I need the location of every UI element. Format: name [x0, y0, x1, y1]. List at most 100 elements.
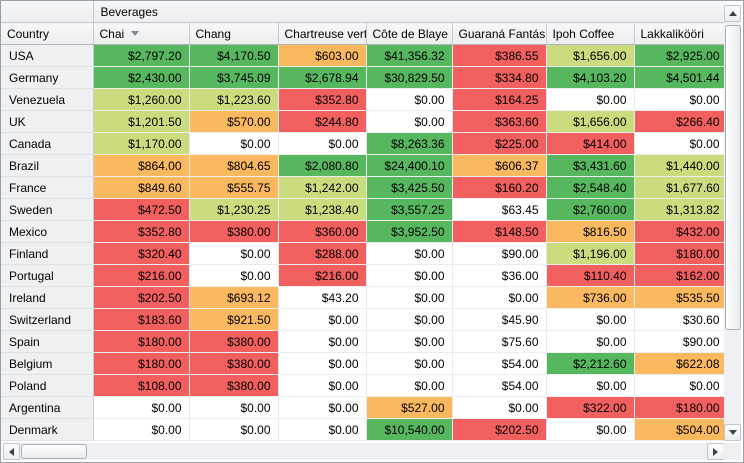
value-cell: $0.00	[366, 264, 453, 287]
sort-descending-icon	[131, 30, 140, 36]
row-header-switzerland: Switzerland	[1, 308, 94, 331]
value-cell: $921.50	[189, 308, 279, 331]
column-header-chai[interactable]: Chai	[93, 22, 190, 45]
column-header-c-te-de-blaye[interactable]: Côte de Blaye	[366, 22, 453, 45]
value-cell: $736.00	[546, 286, 635, 309]
column-group-header[interactable]: Beverages	[93, 1, 727, 23]
column-header-chartreuse-vert[interactable]: Chartreuse vert	[278, 22, 367, 45]
vertical-scrollbar[interactable]	[724, 5, 741, 441]
value-cell: $164.25	[452, 88, 547, 111]
value-cell: $0.00	[546, 330, 635, 353]
value-cell: $2,430.00	[93, 66, 190, 89]
value-cell: $202.50	[452, 418, 547, 441]
table-row-usa: USA $2,797.20 $4,170.50 $603.00 $41,356.32 $3…	[1, 44, 727, 67]
value-cell: $0.00	[546, 374, 635, 397]
value-cell: $570.00	[189, 110, 279, 133]
scroll-up-button[interactable]	[724, 5, 741, 22]
value-cell: $1,196.00	[546, 242, 635, 265]
value-cell: $380.00	[189, 374, 279, 397]
scroll-down-button[interactable]	[724, 424, 741, 441]
scroll-down-icon	[728, 430, 737, 435]
row-header-uk: UK	[1, 110, 94, 133]
value-cell: $0.00	[278, 418, 367, 441]
value-cell: $0.00	[366, 308, 453, 331]
value-cell: $3,425.50	[366, 176, 453, 199]
column-header-ipoh-coffee[interactable]: Ipoh Coffee	[546, 22, 635, 45]
row-header-venezuela: Venezuela	[1, 88, 94, 111]
value-cell: $0.00	[634, 374, 727, 397]
value-cell: $504.00	[634, 418, 727, 441]
value-cell: $0.00	[634, 132, 727, 155]
value-cell: $180.00	[93, 352, 190, 375]
value-cell: $414.00	[546, 132, 635, 155]
table-row-argentina: Argentina $0.00 $0.00 $0.00 $527.00 $0.00 $322…	[1, 396, 727, 419]
value-cell: $45.90	[452, 308, 547, 331]
value-cell: $0.00	[189, 242, 279, 265]
value-cell: $2,678.94	[278, 66, 367, 89]
value-cell: $1,230.25	[189, 198, 279, 221]
value-cell: $2,760.00	[546, 198, 635, 221]
value-cell: $0.00	[278, 330, 367, 353]
value-cell: $622.08	[634, 352, 727, 375]
value-cell: $2,212.60	[546, 352, 635, 375]
value-cell: $63.45	[452, 198, 547, 221]
value-cell: $1,440.00	[634, 154, 727, 177]
value-cell: $54.00	[452, 352, 547, 375]
value-cell: $8,263.36	[366, 132, 453, 155]
value-cell: $352.80	[93, 220, 190, 243]
value-cell: $334.80	[452, 66, 547, 89]
table-row-venezuela: Venezuela $1,260.00 $1,223.60 $352.80 $0.00 $…	[1, 88, 727, 111]
horizontal-scrollbar[interactable]	[3, 443, 724, 460]
value-cell: $0.00	[366, 286, 453, 309]
value-cell: $1,201.50	[93, 110, 190, 133]
value-cell: $0.00	[93, 418, 190, 441]
value-cell: $183.60	[93, 308, 190, 331]
corner-cell	[1, 1, 94, 23]
column-header-guaran-fant-s[interactable]: Guaraná Fantás	[452, 22, 547, 45]
value-cell: $30,829.50	[366, 66, 453, 89]
value-cell: $1,170.00	[93, 132, 190, 155]
row-header-germany: Germany	[1, 66, 94, 89]
table-row-finland: Finland $320.40 $0.00 $288.00 $0.00 $90.00 $1,…	[1, 242, 727, 265]
scroll-left-button[interactable]	[3, 443, 20, 460]
row-header-mexico: Mexico	[1, 220, 94, 243]
value-cell: $0.00	[278, 132, 367, 155]
value-cell: $0.00	[278, 352, 367, 375]
value-cell: $0.00	[452, 286, 547, 309]
scroll-up-icon	[728, 11, 737, 16]
pivot-table: Beverages Country Chai Chang Chartreuse ve…	[1, 1, 727, 441]
value-cell: $36.00	[452, 264, 547, 287]
value-cell: $380.00	[189, 330, 279, 353]
column-header-label: Ipoh Coffee	[552, 26, 615, 41]
value-cell: $603.00	[278, 44, 367, 67]
value-cell: $0.00	[366, 374, 453, 397]
value-cell: $2,925.00	[634, 44, 727, 67]
value-cell: $380.00	[189, 220, 279, 243]
value-cell: $1,656.00	[546, 110, 635, 133]
value-cell: $2,548.40	[546, 176, 635, 199]
value-cell: $849.60	[93, 176, 190, 199]
value-cell: $864.00	[93, 154, 190, 177]
value-cell: $3,952.50	[366, 220, 453, 243]
value-cell: $3,431.60	[546, 154, 635, 177]
value-cell: $90.00	[634, 330, 727, 353]
column-header-lakkalik-ri[interactable]: Lakkalikööri	[634, 22, 727, 45]
value-cell: $472.50	[93, 198, 190, 221]
value-cell: $90.00	[452, 242, 547, 265]
scrollbar-corner	[723, 443, 741, 460]
value-cell: $10,540.00	[366, 418, 453, 441]
value-cell: $804.65	[189, 154, 279, 177]
scroll-right-button[interactable]	[707, 443, 724, 460]
value-cell: $54.00	[452, 374, 547, 397]
vertical-scrollbar-thumb[interactable]	[725, 25, 741, 330]
scroll-left-icon	[9, 447, 14, 456]
row-field-header[interactable]: Country	[1, 22, 94, 45]
value-cell: $320.40	[93, 242, 190, 265]
horizontal-scrollbar-thumb[interactable]	[21, 444, 87, 459]
column-header-chang[interactable]: Chang	[189, 22, 279, 45]
row-header-denmark: Denmark	[1, 418, 94, 441]
value-cell: $162.00	[634, 264, 727, 287]
column-header-label: Côte de Blaye	[372, 26, 448, 41]
column-header-label: Chai	[99, 26, 125, 41]
value-cell: $110.40	[546, 264, 635, 287]
